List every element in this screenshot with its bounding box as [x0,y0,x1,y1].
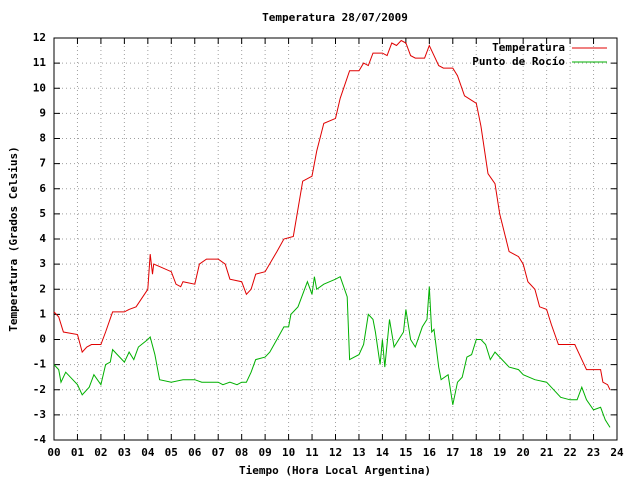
x-tick-label: 21 [540,446,554,459]
x-tick-label: 01 [71,446,85,459]
y-tick-label: 2 [39,282,46,295]
y-tick-label: 6 [39,182,46,195]
x-tick-label: 13 [352,446,365,459]
y-tick-label: 9 [39,106,46,119]
y-tick-label: -3 [33,408,46,421]
x-tick-label: 00 [47,446,60,459]
plot-frame [53,37,618,441]
x-tick-label: 10 [282,446,295,459]
y-tick-label: -2 [33,383,46,396]
y-tick-label: 0 [39,333,46,346]
x-tick-label: 09 [259,446,272,459]
y-tick-label: 4 [39,232,46,245]
y-tick-label: 12 [33,31,46,44]
x-tick-label: 20 [517,446,530,459]
x-tick-label: 22 [563,446,576,459]
x-tick-label: 04 [141,446,155,459]
legend-label: Temperatura [492,41,565,54]
x-tick-label: 18 [470,446,483,459]
legend-label: Punto de Rocío [472,55,565,68]
x-tick-label: 16 [423,446,437,459]
x-tick-label: 06 [188,446,202,459]
y-tick-label: 10 [33,81,46,94]
x-tick-label: 15 [399,446,412,459]
y-tick-label: -4 [33,433,47,446]
x-tick-label: 19 [493,446,506,459]
x-tick-label: 05 [165,446,178,459]
y-tick-label: -1 [33,358,47,371]
x-tick-label: 08 [235,446,248,459]
data-line [53,39,611,391]
x-tick-label: 11 [305,446,319,459]
x-tick-label: 23 [587,446,600,459]
x-tick-label: 14 [376,446,390,459]
data-line [53,275,611,428]
y-tick-label: 3 [39,257,46,270]
x-tick-label: 02 [94,446,107,459]
y-axis-label: Temperatura (Grados Celsius) [7,146,20,331]
x-tick-label: 24 [610,446,624,459]
y-tick-label: 11 [33,56,47,69]
y-tick-label: 7 [39,157,46,170]
y-tick-label: 5 [39,207,46,220]
y-tick-label: 8 [39,132,46,145]
x-tick-label: 07 [212,446,225,459]
x-tick-label: 17 [446,446,459,459]
x-tick-label: 03 [118,446,131,459]
x-axis-label: Tiempo (Hora Local Argentina) [239,464,431,477]
x-tick-label: 12 [329,446,342,459]
y-tick-label: 1 [39,307,46,320]
chart-title: Temperatura 28/07/2009 [262,11,408,24]
